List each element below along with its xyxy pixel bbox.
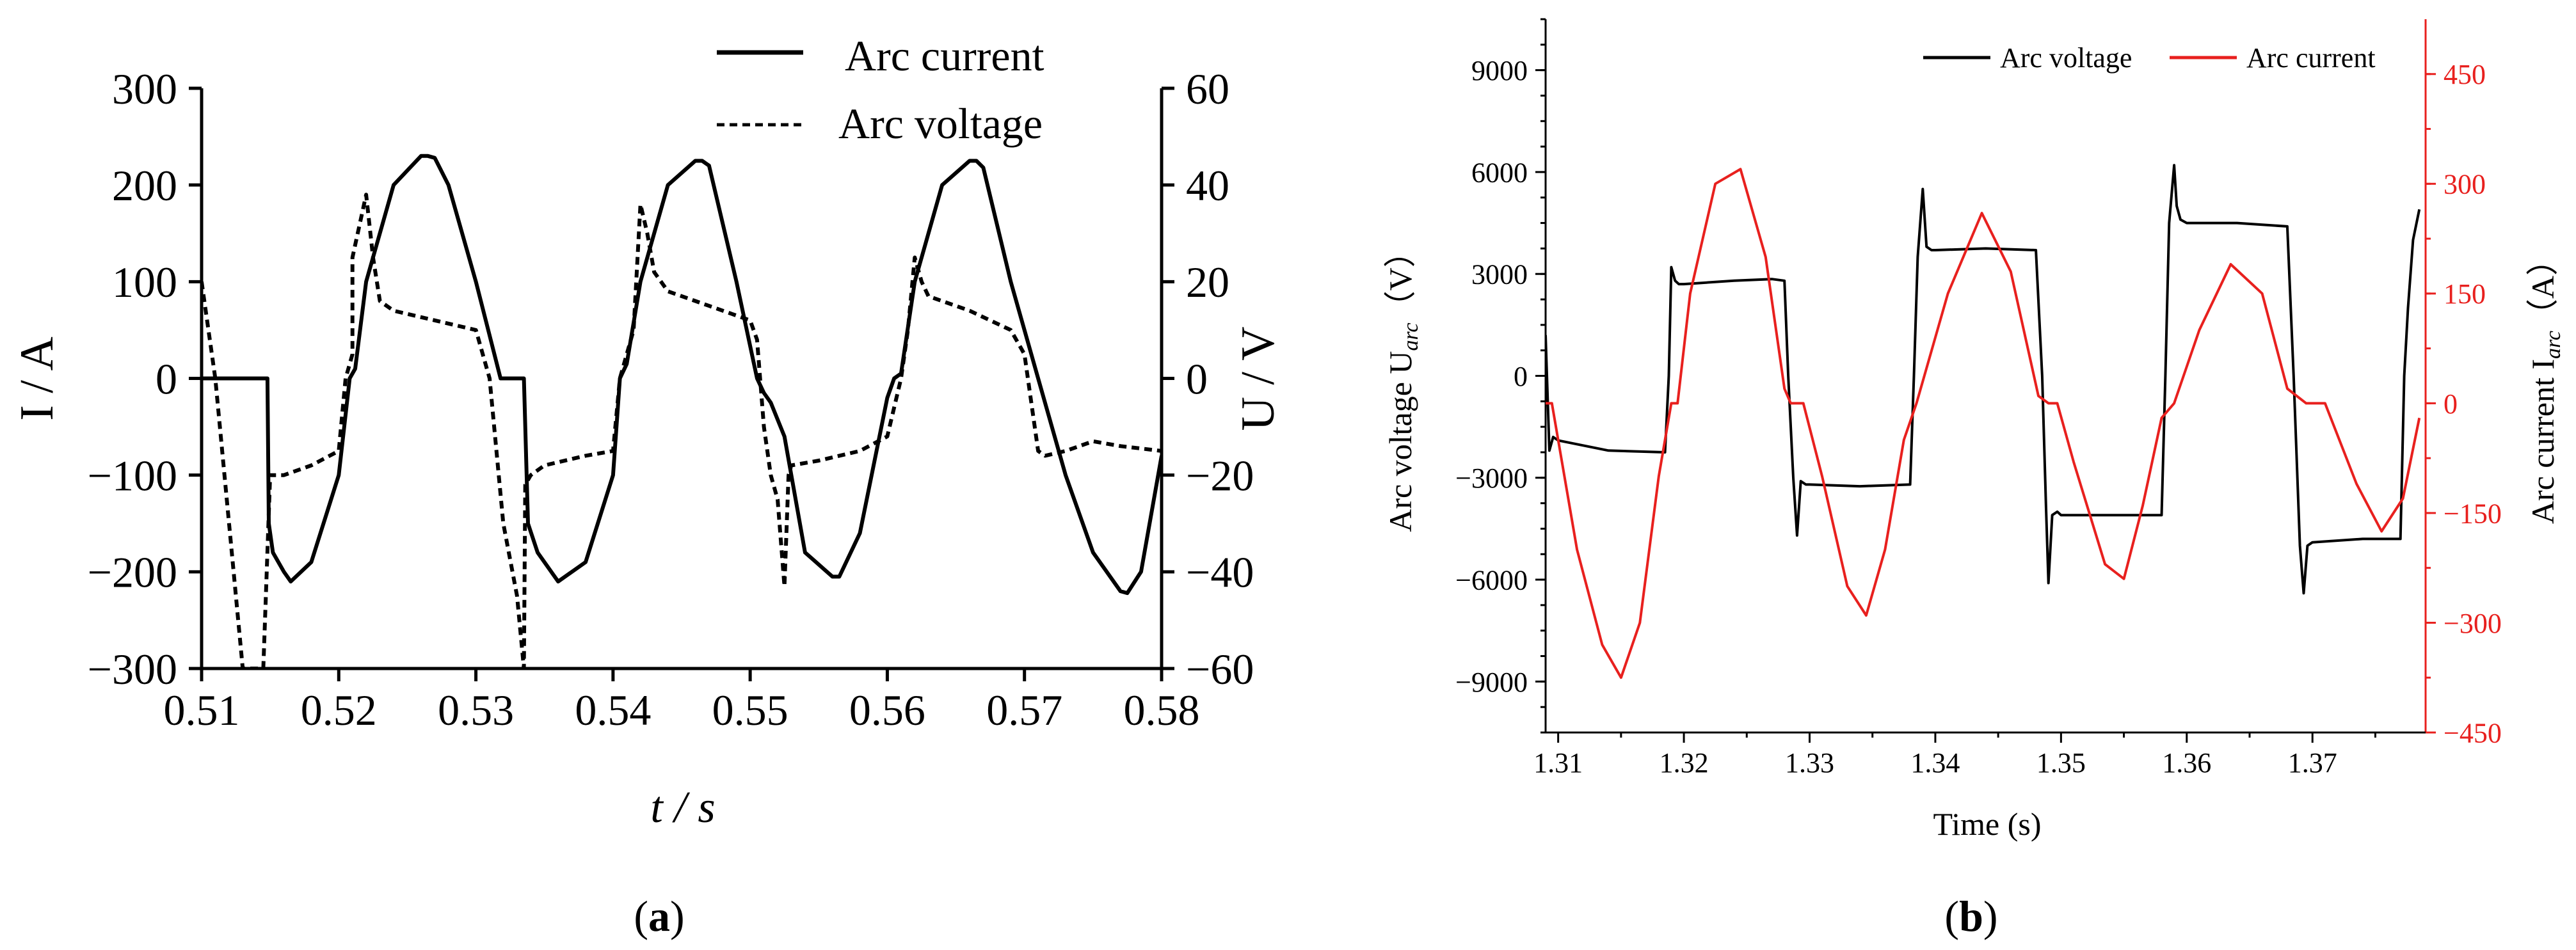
y-tick-label-right: 0: [1186, 354, 1208, 403]
x-tick-label: 1.37: [2288, 747, 2337, 779]
panel-a-chart: 0.51 0.52 0.53 0.54 0.55 0.56 0.57 0.5830020010…: [11, 31, 1284, 940]
series-arc-current: [202, 154, 1162, 596]
y-tick-label-right: −20: [1186, 451, 1254, 500]
x-tick-label: 1.33: [1785, 747, 1834, 779]
series-arc-current: [1546, 168, 2421, 679]
svg-text:I / A: I / A: [11, 336, 63, 421]
y-tick-label-right: 40: [1186, 161, 1229, 210]
panel-b-axes: 1.31 1.32 1.33 1.34 1.35 1.36 1.37900060003000…: [1455, 18, 2502, 779]
legend-label-arc-current-b: Arc current: [2246, 42, 2376, 74]
y-tick-label-left: −300: [88, 645, 177, 693]
y-tick-label-left: 6000: [1471, 157, 1528, 188]
y-tick-label-right: 0: [2444, 388, 2458, 420]
panel-a-x-axis-label: t / s: [650, 783, 715, 832]
legend-label-arc-current: Arc current: [845, 31, 1044, 80]
x-tick-label: 1.35: [2036, 747, 2086, 779]
legend-label-arc-voltage: Arc voltage: [838, 99, 1043, 148]
x-tick-label: 1.32: [1660, 747, 1709, 779]
y-tick-label-left: −3000: [1455, 463, 1528, 494]
y-tick-label-left: 200: [112, 161, 177, 210]
x-tick-label: 0.54: [575, 686, 651, 734]
y-tick-label-left: −6000: [1455, 564, 1528, 596]
y-tick-label-left: 0: [156, 354, 177, 403]
y-tick-label-right: −150: [2444, 498, 2502, 529]
x-tick-label: 1.34: [1910, 747, 1960, 779]
svg-text:t / s: t / s: [650, 783, 715, 832]
panel-a-y-axis-label-right: U / V: [1232, 326, 1284, 431]
x-tick-label: 0.56: [849, 686, 925, 734]
y-tick-label-right: 300: [2444, 169, 2486, 200]
y-tick-label-right: 150: [2444, 278, 2486, 310]
y-tick-label-left: 3000: [1471, 259, 1528, 290]
panel-a-y-axis-label-left: I / A: [11, 336, 63, 421]
panel-a-legend: Arc current Arc voltage: [717, 31, 1044, 148]
svg-text:U / V: U / V: [1232, 326, 1284, 431]
y-tick-label-left: 100: [112, 258, 177, 306]
y-tick-label-right: −40: [1186, 548, 1254, 597]
x-tick-label: 0.51: [164, 686, 240, 734]
panel-b-chart: 1.31 1.32 1.33 1.34 1.35 1.36 1.37900060003000…: [1382, 18, 2565, 940]
panel-b-x-axis-label: Time (s): [1933, 806, 2041, 842]
y-tick-label-left: 0: [1514, 361, 1528, 392]
y-tick-label-left: −9000: [1455, 667, 1528, 698]
x-tick-label: 1.36: [2162, 747, 2211, 779]
y-tick-label-left: 9000: [1471, 55, 1528, 86]
y-tick-label-right: −60: [1186, 645, 1254, 693]
y-tick-label-right: 20: [1186, 258, 1229, 306]
y-tick-label-left: 300: [112, 65, 177, 113]
x-tick-label: 0.57: [986, 686, 1062, 734]
y-tick-label-right: −300: [2444, 608, 2502, 639]
y-tick-label-right: −450: [2444, 717, 2502, 748]
x-tick-label: 0.53: [438, 686, 514, 734]
panel-a-caption: (a): [634, 892, 684, 940]
panel-b-caption: (b): [1944, 892, 1997, 940]
panel-b-series: [1546, 164, 2421, 679]
y-tick-label-right: 60: [1186, 65, 1229, 113]
y-tick-label-left: −100: [88, 451, 177, 500]
series-arc-voltage: [202, 193, 1162, 669]
x-tick-label: 0.52: [301, 686, 377, 734]
series-arc-voltage: [1546, 164, 2421, 595]
y-tick-label-left: −200: [88, 548, 177, 597]
x-tick-label: 1.31: [1533, 747, 1583, 779]
x-tick-label: 0.58: [1124, 686, 1200, 734]
x-tick-label: 0.55: [712, 686, 788, 734]
panel-b-legend: Arc voltage Arc current: [1923, 42, 2376, 74]
legend-label-arc-voltage-b: Arc voltage: [2000, 42, 2132, 74]
panel-a-axes: 0.51 0.52 0.53 0.54 0.55 0.56 0.57 0.5830020010…: [88, 65, 1254, 734]
panel-b-y-axis-label-right: Arc current Iarc（A）: [2525, 244, 2565, 524]
panel-b-y-axis-label-left: Arc voltage Uarc（V）: [1382, 235, 1423, 532]
panel-a-series: [202, 154, 1162, 669]
y-tick-label-right: 450: [2444, 59, 2486, 90]
